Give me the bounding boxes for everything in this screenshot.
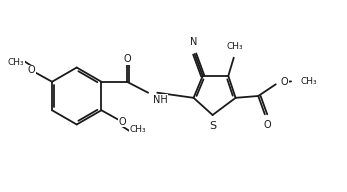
Text: N: N xyxy=(190,37,198,47)
Text: O: O xyxy=(280,77,288,87)
Text: S: S xyxy=(209,121,216,131)
Text: NH: NH xyxy=(153,94,167,104)
Text: O: O xyxy=(264,120,271,131)
Text: CH₃: CH₃ xyxy=(8,58,24,67)
Text: CH₃: CH₃ xyxy=(226,42,243,51)
Text: CH₃: CH₃ xyxy=(300,77,317,86)
Text: O: O xyxy=(27,65,35,75)
Text: CH₃: CH₃ xyxy=(129,125,146,134)
Text: O: O xyxy=(123,54,131,64)
Text: O: O xyxy=(118,117,126,127)
